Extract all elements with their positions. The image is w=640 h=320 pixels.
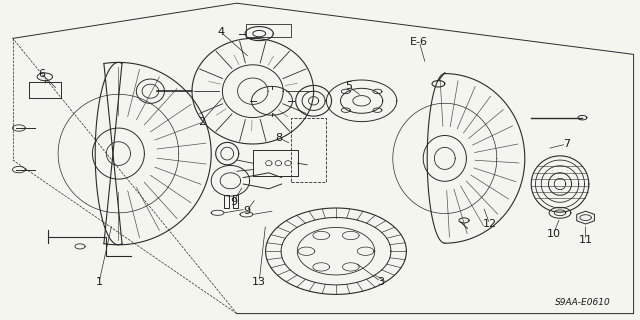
Text: 13: 13 — [252, 276, 266, 287]
Text: 7: 7 — [563, 139, 570, 149]
Text: 9: 9 — [230, 196, 237, 207]
Text: S9AA-E0610: S9AA-E0610 — [556, 298, 611, 307]
Text: 12: 12 — [483, 219, 497, 229]
Text: 1: 1 — [96, 276, 102, 287]
Text: 10: 10 — [547, 228, 561, 239]
Text: 5: 5 — [346, 81, 352, 92]
Text: 6: 6 — [38, 68, 45, 79]
Text: 9: 9 — [243, 206, 250, 216]
Text: 4: 4 — [217, 27, 225, 37]
Text: E-6: E-6 — [410, 36, 428, 47]
Text: 3: 3 — [378, 276, 384, 287]
Text: 8: 8 — [275, 132, 282, 143]
Text: 11: 11 — [579, 235, 593, 245]
Text: 2: 2 — [198, 116, 205, 127]
